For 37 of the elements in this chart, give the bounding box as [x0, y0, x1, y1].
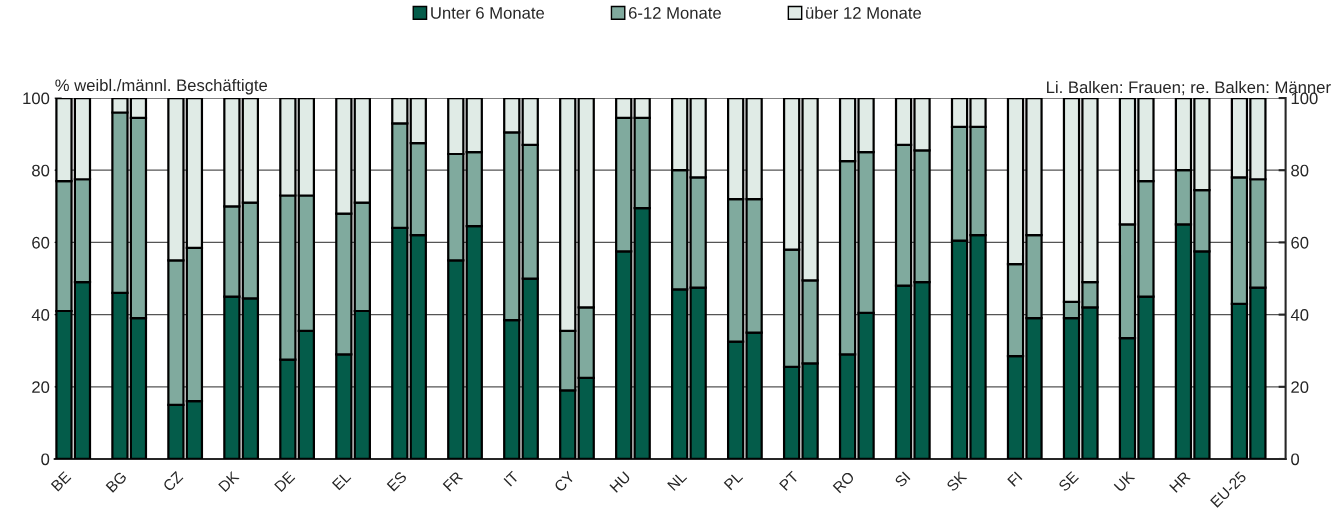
- y-tick-label: 40: [31, 309, 50, 321]
- y-tick-label: 20: [32, 381, 50, 393]
- x-tick-label: CZ: [162, 470, 184, 492]
- x-tick-label: ES: [386, 470, 408, 492]
- y2-tick-label: 0: [1291, 453, 1300, 466]
- y-tick-label: 0: [41, 453, 50, 466]
- x-tick-label: SE: [1057, 470, 1079, 492]
- x-tick-label: DK: [218, 470, 240, 493]
- y-tick-label: 100: [23, 92, 50, 105]
- y2-tick-label: 40: [1290, 309, 1309, 321]
- legend-label: Unter 6 Monate: [431, 7, 545, 19]
- x-tick-label: RO: [832, 470, 856, 494]
- y2-tick-label: 100: [1291, 92, 1318, 105]
- y2-tick-label: 60: [1291, 236, 1309, 249]
- x-tick-label: PL: [723, 470, 744, 491]
- x-tick-label: SK: [945, 470, 968, 492]
- x-tick-label: SI: [894, 471, 911, 488]
- x-tick-label: DE: [274, 470, 296, 493]
- x-tick-label: HR: [1169, 470, 1191, 493]
- x-tick-label: UK: [1113, 470, 1136, 493]
- x-tick-label: FR: [442, 470, 464, 492]
- x-tick-label: PT: [779, 470, 800, 491]
- x-tick-label: EL: [331, 470, 352, 491]
- y-tick-label: 80: [32, 164, 50, 177]
- legend-label: über 12 Monate: [806, 6, 922, 19]
- y-tick-label: 60: [32, 236, 50, 249]
- y-axis-title: % weibl./männl. Beschäftigte: [55, 78, 268, 95]
- x-tick-label: BG: [105, 471, 128, 493]
- x-tick-label: CY: [553, 470, 576, 493]
- x-tick-label: FI: [1007, 471, 1023, 487]
- x-tick-label: HU: [609, 471, 631, 493]
- y2-tick-label: 80: [1291, 164, 1309, 177]
- y2-tick-label: 20: [1291, 381, 1309, 393]
- x-tick-label: IT: [503, 470, 520, 487]
- x-tick-label: BE: [50, 470, 72, 492]
- x-tick-label: NL: [667, 470, 688, 491]
- legend-label: 6-12 Monate: [628, 7, 721, 19]
